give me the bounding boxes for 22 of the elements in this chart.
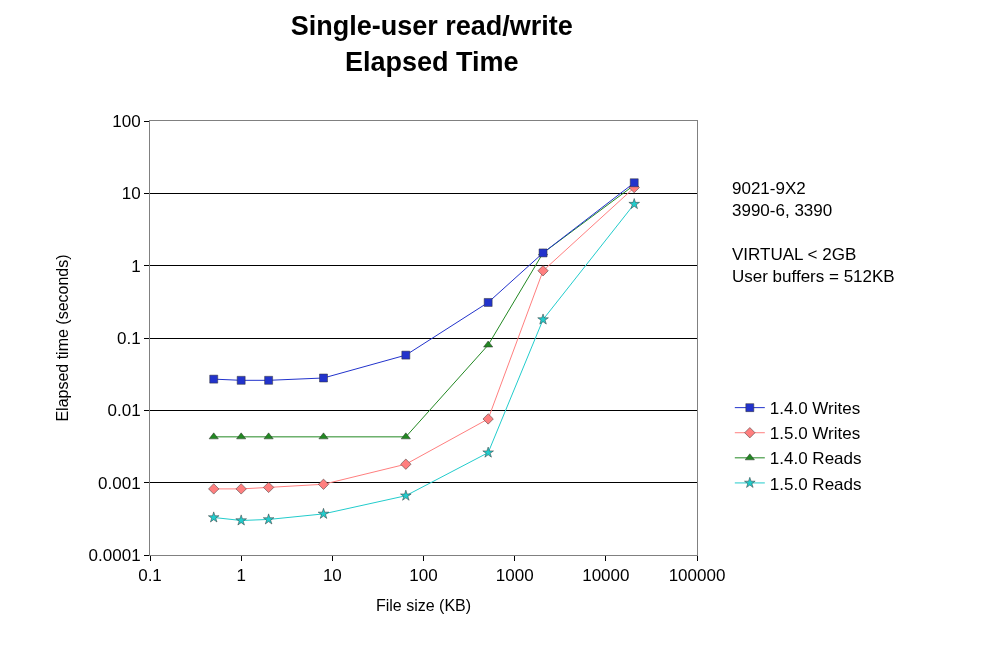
y-tick-label: 100 — [112, 111, 141, 131]
y-axis-title: Elapsed time (seconds) — [54, 254, 72, 422]
x-tick-label: 100000 — [668, 566, 726, 586]
x-tick-label: 1 — [236, 566, 246, 586]
x-tick-label: 0.1 — [138, 566, 162, 586]
legend-label: 1.5.0 Writes — [769, 424, 861, 444]
y-tick-label: 0.001 — [98, 473, 141, 493]
y-tick-label: 10 — [121, 184, 141, 204]
x-tick-label: 100 — [409, 566, 438, 586]
y-tick-label: 0.0001 — [88, 545, 141, 565]
legend-label: 1.5.0 Reads — [769, 474, 862, 494]
x-tick-label: 10000 — [582, 566, 630, 586]
y-tick-label: 0.01 — [107, 401, 141, 421]
y-tick-label: 0.1 — [116, 328, 141, 348]
legend-label: 1.4.0 Writes — [769, 399, 861, 419]
text: 9021-9X2 3990-6, 3390 VIRTUAL < 2GB User buffers = 512KB — [732, 179, 895, 287]
x-axis-title: File size (KB) — [375, 597, 472, 615]
legend-label: 1.4.0 Reads — [769, 449, 862, 469]
y-tick-label: 1 — [131, 256, 141, 276]
x-tick-label: 1000 — [495, 566, 534, 586]
chart-title: Single-user read/write Elapsed Time — [290, 11, 573, 77]
x-tick-label: 10 — [322, 566, 342, 586]
